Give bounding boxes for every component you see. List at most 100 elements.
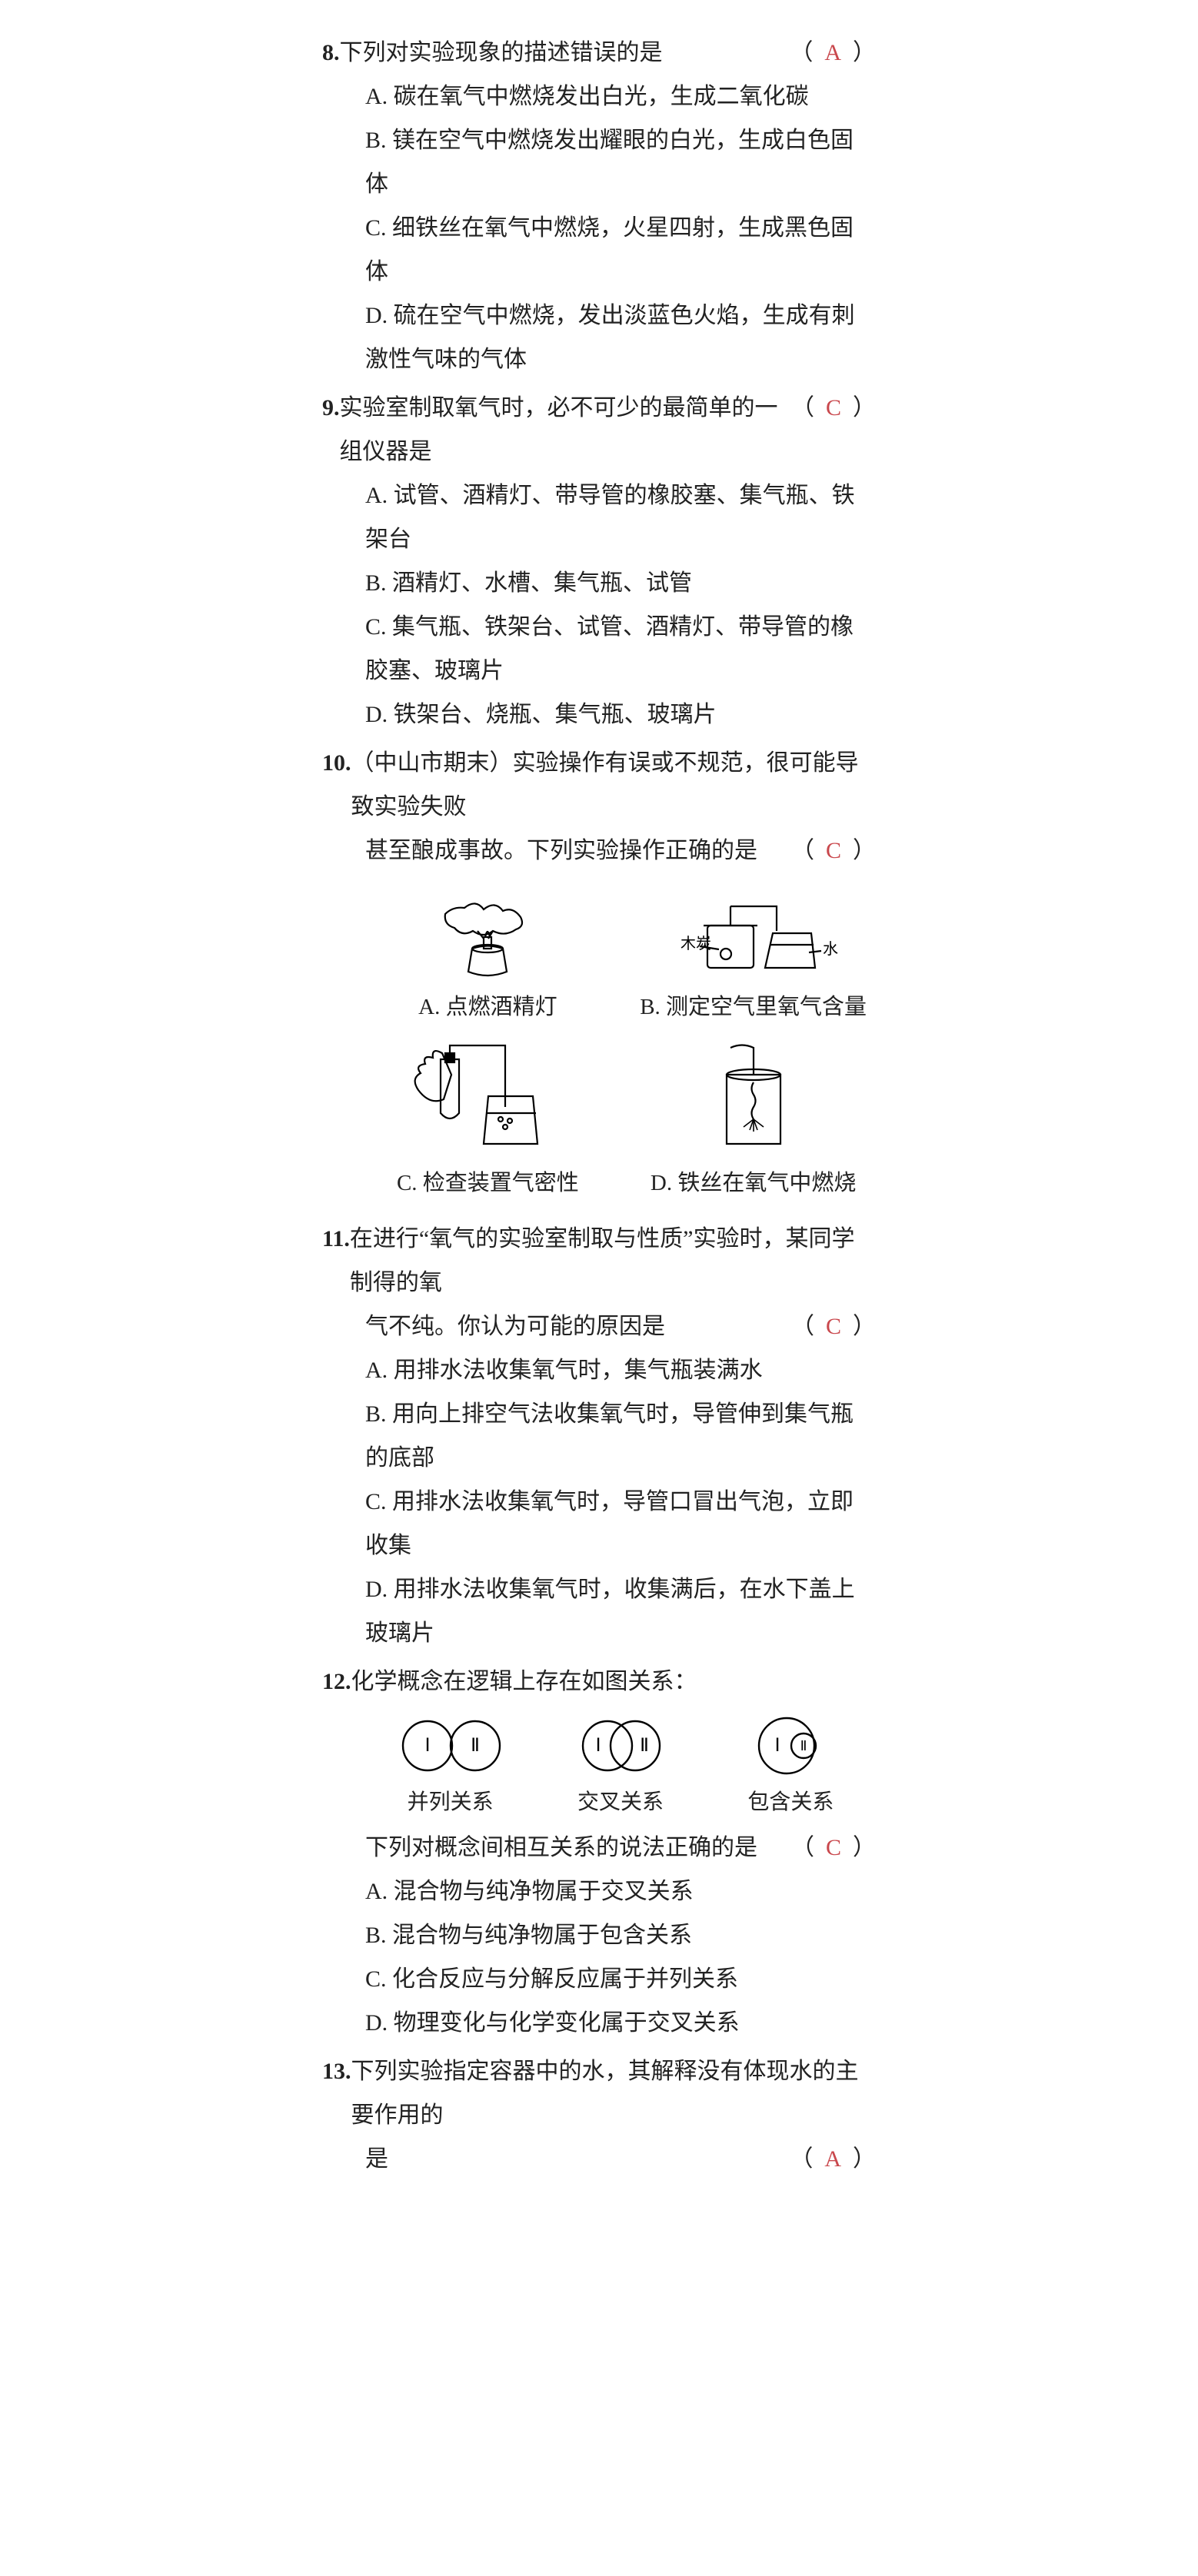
- venn-label-II: Ⅱ: [800, 1738, 807, 1753]
- question-10: 10. （中山市期末）实验操作有误或不规范，很可能导致实验失败 甚至酿成事故。下…: [322, 741, 876, 1212]
- question-13: 13. 下列实验指定容器中的水，其解释没有体现水的主要作用的 是 （ A ）: [322, 2049, 876, 2181]
- venn-label-II: Ⅱ: [471, 1736, 480, 1756]
- q13-stem-line2-wrap: 是 （ A ）: [365, 2137, 876, 2181]
- q11-stem-line2-wrap: 气不纯。你认为可能的原因是 （ C ）: [365, 1305, 876, 1348]
- venn-label-I: Ⅰ: [775, 1736, 780, 1756]
- airtightness-check-icon: [407, 1036, 568, 1159]
- paren-left: （: [791, 395, 814, 420]
- q10-stem-line2-wrap: 甚至酿成事故。下列实验操作正确的是 （ C ）: [365, 829, 876, 873]
- q12-opt-b: B. 混合物与纯净物属于包含关系: [365, 1913, 876, 1957]
- q10-fig-d-caption: D. 铁丝在氧气中燃烧: [631, 1162, 876, 1205]
- q12-opt-c: C. 化合反应与分解反应属于并列关系: [365, 1957, 876, 2001]
- q8-options: A. 碳在氧气中燃烧发出白光，生成二氧化碳 B. 镁在空气中燃烧发出耀眼的白光，…: [365, 75, 876, 381]
- q11-number: 11.: [322, 1217, 350, 1261]
- q10-stem: （中山市期末）实验操作有误或不规范，很可能导致实验失败: [351, 741, 877, 829]
- paren-left: （: [791, 1314, 814, 1339]
- q12-head: 12. 化学概念在逻辑上存在如图关系：: [322, 1660, 876, 1703]
- q8-head: 8. 下列对实验现象的描述错误的是 （ A ）: [322, 31, 876, 75]
- q9-number: 9.: [322, 386, 340, 430]
- q11-opt-c: C. 用排水法收集氧气时，导管口冒出气泡，立即收集: [365, 1480, 876, 1567]
- venn-cross: Ⅰ Ⅱ 交叉关系: [535, 1711, 705, 1823]
- q9-answer-wrap: （ C ）: [791, 386, 876, 430]
- paren-left: （: [790, 2146, 813, 2172]
- q11-opt-d: D. 用排水法收集氧气时，收集满后，在水下盖上玻璃片: [365, 1567, 876, 1655]
- venn-parallel-caption: 并列关系: [365, 1782, 535, 1823]
- q12-options: A. 混合物与纯净物属于交叉关系 B. 混合物与纯净物属于包含关系 C. 化合反…: [365, 1870, 876, 2045]
- q8-opt-b: B. 镁在空气中燃烧发出耀眼的白光，生成白色固体: [365, 118, 876, 206]
- question-11: 11. 在进行“氧气的实验室制取与性质”实验时，某同学制得的氧 气不纯。你认为可…: [322, 1217, 876, 1655]
- paren-right: ）: [853, 395, 876, 420]
- q13-stem-line2: 是: [365, 2137, 388, 2181]
- q8-opt-d: D. 硫在空气中燃烧，发出淡蓝色火焰，生成有刺激性气味的气体: [365, 294, 876, 381]
- paren-right: ）: [853, 2146, 876, 2172]
- q8-answer: A: [824, 40, 841, 65]
- paren-right: ）: [853, 1314, 876, 1339]
- q11-opt-a: A. 用排水法收集氧气时，集气瓶装满水: [365, 1348, 876, 1392]
- question-9: 9. 实验室制取氧气时，必不可少的最简单的一组仪器是 （ C ） A. 试管、酒…: [322, 386, 876, 736]
- venn-cross-caption: 交叉关系: [535, 1782, 705, 1823]
- q11-stem-line2: 气不纯。你认为可能的原因是: [365, 1305, 665, 1348]
- q13-number: 13.: [322, 2049, 351, 2093]
- q10-stem-line1: （中山市期末）实验操作有误或不规范，很可能导致实验失败: [351, 750, 859, 819]
- q9-stem: 实验室制取氧气时，必不可少的最简单的一组仪器是: [340, 386, 791, 474]
- q8-stem: 下列对实验现象的描述错误的是: [340, 31, 790, 75]
- venn-contain: Ⅰ Ⅱ 包含关系: [706, 1711, 876, 1823]
- venn-parallel: Ⅰ Ⅱ 并列关系: [365, 1711, 535, 1823]
- venn-contain-caption: 包含关系: [706, 1782, 876, 1823]
- q8-opt-a: A. 碳在氧气中燃烧发出白光，生成二氧化碳: [365, 75, 876, 118]
- q11-stem: 在进行“氧气的实验室制取与性质”实验时，某同学制得的氧: [350, 1217, 876, 1305]
- q10-fig-a-caption: A. 点燃酒精灯: [365, 986, 611, 1029]
- q11-head: 11. 在进行“氧气的实验室制取与性质”实验时，某同学制得的氧: [322, 1217, 876, 1305]
- iron-wire-burning-icon: [688, 1036, 819, 1159]
- q10-answer: C: [826, 838, 841, 863]
- q12-venn-row: Ⅰ Ⅱ 并列关系 Ⅰ Ⅱ 交叉关系: [365, 1711, 876, 1823]
- q12-sub-wrap: 下列对概念间相互关系的说法正确的是 （ C ）: [365, 1826, 876, 1870]
- q13-head: 13. 下列实验指定容器中的水，其解释没有体现水的主要作用的: [322, 2049, 876, 2137]
- venn-label-II: Ⅱ: [640, 1736, 649, 1756]
- venn-contain-icon: Ⅰ Ⅱ: [740, 1711, 840, 1780]
- spacer: [757, 1826, 791, 1870]
- q9-opt-a: A. 试管、酒精灯、带导管的橡胶塞、集气瓶、铁架台: [365, 474, 876, 561]
- q12-stem: 化学概念在逻辑上存在如图关系：: [351, 1660, 877, 1703]
- q12-answer: C: [826, 1835, 841, 1860]
- paren-right: ）: [853, 1835, 876, 1860]
- q12-opt-d: D. 物理变化与化学变化属于交叉关系: [365, 2001, 876, 2045]
- q11-options: A. 用排水法收集氧气时，集气瓶装满水 B. 用向上排空气法收集氧气时，导管伸到…: [365, 1348, 876, 1655]
- q12-opt-a: A. 混合物与纯净物属于交叉关系: [365, 1870, 876, 1913]
- q11-stem-line1: 在进行“氧气的实验室制取与性质”实验时，某同学制得的氧: [350, 1226, 855, 1295]
- water-label: 水: [823, 940, 838, 958]
- venn-parallel-icon: Ⅰ Ⅱ: [389, 1711, 512, 1780]
- q11-opt-b: B. 用向上排空气法收集氧气时，导管伸到集气瓶的底部: [365, 1392, 876, 1480]
- q9-options: A. 试管、酒精灯、带导管的橡胶塞、集气瓶、铁架台 B. 酒精灯、水槽、集气瓶、…: [365, 474, 876, 736]
- q12-sub: 下列对概念间相互关系的说法正确的是: [365, 1826, 757, 1870]
- q8-answer-wrap: （ A ）: [790, 31, 876, 75]
- q8-opt-c: C. 细铁丝在氧气中燃烧，火星四射，生成黑色固体: [365, 206, 876, 294]
- q13-answer: A: [824, 2146, 841, 2172]
- q12-answer-wrap: （ C ）: [791, 1826, 876, 1870]
- charcoal-label: 木炭: [681, 935, 711, 952]
- q11-answer-wrap: （ C ）: [791, 1305, 876, 1348]
- paren-left: （: [791, 1835, 814, 1860]
- q13-stem: 下列实验指定容器中的水，其解释没有体现水的主要作用的: [351, 2049, 877, 2137]
- q10-fig-b: 木炭 水 B. 测定空气里氧气含量: [631, 883, 876, 1029]
- q9-opt-d: D. 铁架台、烧瓶、集气瓶、玻璃片: [365, 693, 876, 736]
- spacer: [388, 2137, 790, 2181]
- q10-fig-b-caption: B. 测定空气里氧气含量: [631, 986, 876, 1029]
- q9-answer: C: [826, 395, 841, 420]
- paren-right: ）: [853, 838, 876, 863]
- spacer: [757, 829, 791, 873]
- paren-left: （: [791, 838, 814, 863]
- venn-cross-icon: Ⅰ Ⅱ: [563, 1711, 678, 1780]
- alcohol-lamp-icon: [430, 883, 545, 983]
- q10-stem-line2: 甚至酿成事故。下列实验操作正确的是: [365, 829, 757, 873]
- question-12: 12. 化学概念在逻辑上存在如图关系： Ⅰ Ⅱ 并列关系: [322, 1660, 876, 2045]
- paren-left: （: [790, 40, 813, 65]
- venn-label-I: Ⅰ: [595, 1736, 601, 1756]
- venn-label-I: Ⅰ: [424, 1736, 430, 1756]
- q10-fig-c: C. 检查装置气密性: [365, 1036, 611, 1205]
- q9-opt-c: C. 集气瓶、铁架台、试管、酒精灯、带导管的橡胶塞、玻璃片: [365, 605, 876, 693]
- page-root: 8. 下列对实验现象的描述错误的是 （ A ） A. 碳在氧气中燃烧发出白光，生…: [276, 0, 922, 2216]
- question-8: 8. 下列对实验现象的描述错误的是 （ A ） A. 碳在氧气中燃烧发出白光，生…: [322, 31, 876, 381]
- q11-answer: C: [826, 1314, 841, 1339]
- q10-fig-c-caption: C. 检查装置气密性: [365, 1162, 611, 1205]
